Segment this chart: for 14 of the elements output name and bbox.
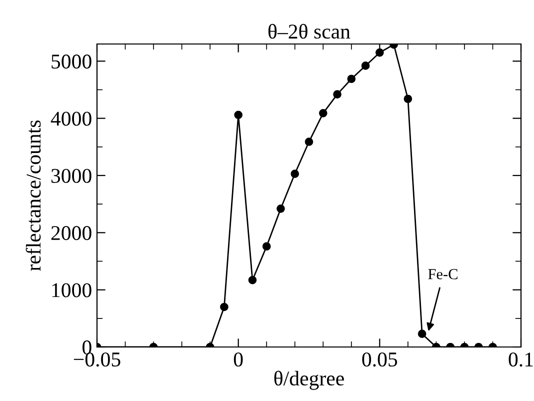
y-tick-label: 5000 — [52, 54, 92, 69]
y-axis-title: reflectance/counts — [26, 120, 41, 271]
annotation: Fe-C — [428, 269, 458, 280]
x-tick-label: 0.05 — [362, 352, 398, 367]
y-tick-label: 1000 — [52, 283, 92, 298]
y-tick-label: 4000 — [50, 112, 92, 126]
x-tick-label: −0.05 — [74, 352, 120, 367]
y-tick-label: 2000 — [51, 226, 92, 240]
chart-title: θ–2θ scan — [268, 24, 350, 39]
x-tick-label: 0.1 — [508, 352, 533, 367]
x-axis-title: θ/degree — [274, 370, 344, 390]
x-tick-label: 0 — [234, 352, 243, 367]
y-tick-label: 3000 — [51, 168, 92, 183]
y-tick-label: 0 — [82, 340, 92, 354]
